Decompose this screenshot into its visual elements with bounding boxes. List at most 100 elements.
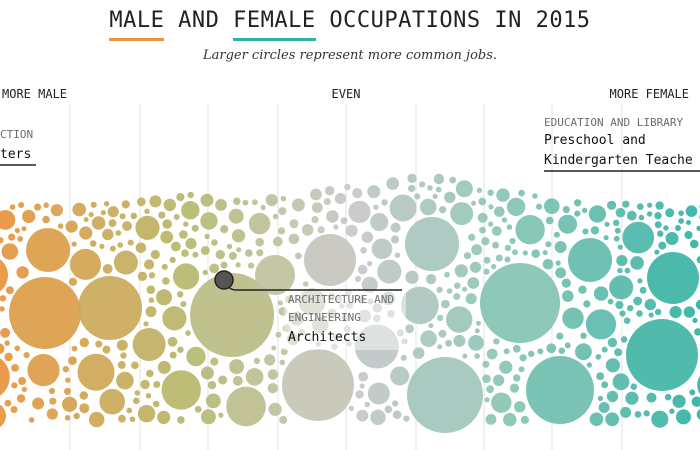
occupation-bubble[interactable] xyxy=(79,403,90,414)
occupation-bubble[interactable] xyxy=(177,291,184,298)
occupation-bubble[interactable] xyxy=(568,238,612,282)
occupation-bubble[interactable] xyxy=(585,309,617,340)
occupation-bubble[interactable] xyxy=(612,373,630,391)
occupation-bubble[interactable] xyxy=(152,400,160,408)
occupation-bubble[interactable] xyxy=(381,199,388,206)
occupation-bubble[interactable] xyxy=(115,230,122,236)
occupation-bubble[interactable] xyxy=(204,233,210,240)
occupation-bubble[interactable] xyxy=(420,330,437,348)
occupation-bubble[interactable] xyxy=(405,270,419,284)
occupation-bubble[interactable] xyxy=(476,320,481,326)
occupation-bubble[interactable] xyxy=(21,226,27,232)
occupation-bubble[interactable] xyxy=(589,412,604,427)
occupation-bubble[interactable] xyxy=(236,247,242,253)
occupation-bubble[interactable] xyxy=(586,362,593,368)
occupation-bubble[interactable] xyxy=(480,263,560,343)
occupation-bubble[interactable] xyxy=(173,263,200,290)
occupation-bubble[interactable] xyxy=(310,188,322,201)
occupation-bubble[interactable] xyxy=(613,235,620,242)
occupation-bubble[interactable] xyxy=(446,288,453,294)
occupation-bubble[interactable] xyxy=(14,345,21,352)
occupation-bubble[interactable] xyxy=(387,310,395,318)
occupation-bubble[interactable] xyxy=(176,193,185,202)
occupation-bubble[interactable] xyxy=(623,317,631,325)
occupation-bubble[interactable] xyxy=(278,307,288,316)
occupation-bubble[interactable] xyxy=(116,339,128,351)
occupation-bubble[interactable] xyxy=(391,235,399,244)
occupation-bubble[interactable] xyxy=(453,334,466,347)
occupation-bubble[interactable] xyxy=(622,200,630,208)
occupation-bubble[interactable] xyxy=(71,345,78,352)
occupation-bubble[interactable] xyxy=(272,236,283,247)
occupation-bubble[interactable] xyxy=(496,188,510,202)
occupation-bubble[interactable] xyxy=(327,308,337,319)
occupation-bubble[interactable] xyxy=(555,260,561,266)
occupation-bubble[interactable] xyxy=(488,204,494,210)
occupation-bubble[interactable] xyxy=(192,251,199,258)
occupation-bubble[interactable] xyxy=(215,249,225,260)
occupation-bubble[interactable] xyxy=(454,264,468,278)
occupation-bubble[interactable] xyxy=(478,197,487,206)
occupation-bubble[interactable] xyxy=(280,195,287,202)
occupation-bubble[interactable] xyxy=(471,200,477,206)
occupation-bubble[interactable] xyxy=(685,205,698,217)
occupation-bubble[interactable] xyxy=(646,211,653,217)
occupation-bubble[interactable] xyxy=(432,193,438,199)
occupation-bubble[interactable] xyxy=(233,197,241,205)
occupation-bubble[interactable] xyxy=(367,261,373,267)
occupation-bubble[interactable] xyxy=(439,206,447,214)
occupation-bubble[interactable] xyxy=(574,210,581,217)
occupation-bubble[interactable] xyxy=(396,329,404,337)
occupation-bubble[interactable] xyxy=(72,202,86,217)
occupation-bubble[interactable] xyxy=(71,241,77,247)
occupation-bubble[interactable] xyxy=(359,383,365,389)
occupation-bubble[interactable] xyxy=(157,410,171,424)
occupation-bubble[interactable] xyxy=(79,226,93,240)
occupation-bubble[interactable] xyxy=(407,173,417,183)
occupation-bubble[interactable] xyxy=(291,198,305,212)
occupation-bubble[interactable] xyxy=(126,407,133,414)
occupation-bubble[interactable] xyxy=(339,303,345,309)
occupation-bubble[interactable] xyxy=(678,210,684,216)
occupation-bubble[interactable] xyxy=(412,347,425,359)
occupation-bubble[interactable] xyxy=(148,272,156,279)
occupation-bubble[interactable] xyxy=(248,212,271,235)
occupation-bubble[interactable] xyxy=(401,338,408,345)
occupation-bubble[interactable] xyxy=(678,218,684,224)
occupation-bubble[interactable] xyxy=(352,188,363,199)
occupation-bubble[interactable] xyxy=(691,396,700,407)
occupation-bubble[interactable] xyxy=(646,392,657,403)
occupation-bubble[interactable] xyxy=(332,334,339,340)
occupation-bubble[interactable] xyxy=(426,274,437,285)
occupation-bubble[interactable] xyxy=(119,213,126,220)
occupation-bubble[interactable] xyxy=(588,205,607,223)
occupation-bubble[interactable] xyxy=(468,335,484,351)
occupation-bubble[interactable] xyxy=(26,228,70,272)
occupation-bubble[interactable] xyxy=(601,346,608,353)
occupation-bubble[interactable] xyxy=(509,383,520,393)
occupation-bubble[interactable] xyxy=(697,368,700,402)
occupation-bubble[interactable] xyxy=(0,210,16,230)
occupation-bubble[interactable] xyxy=(218,412,224,418)
occupation-bubble[interactable] xyxy=(277,227,286,235)
occupation-bubble[interactable] xyxy=(185,330,191,336)
occupation-bubble[interactable] xyxy=(392,400,399,407)
occupation-bubble[interactable] xyxy=(361,231,374,243)
occupation-bubble[interactable] xyxy=(342,313,349,321)
occupation-bubble[interactable] xyxy=(226,243,233,250)
occupation-bubble[interactable] xyxy=(229,359,245,375)
occupation-bubble[interactable] xyxy=(100,210,106,216)
occupation-bubble[interactable] xyxy=(0,255,8,296)
occupation-bubble[interactable] xyxy=(630,383,638,391)
occupation-bubble[interactable] xyxy=(279,359,286,366)
occupation-bubble[interactable] xyxy=(231,229,246,243)
occupation-bubble[interactable] xyxy=(4,352,13,362)
occupation-bubble[interactable] xyxy=(482,360,490,368)
occupation-bubble[interactable] xyxy=(288,233,300,245)
occupation-bubble[interactable] xyxy=(107,206,119,218)
occupation-bubble[interactable] xyxy=(580,332,587,339)
occupation-bubble[interactable] xyxy=(173,214,180,220)
occupation-bubble[interactable] xyxy=(582,228,589,235)
occupation-bubble[interactable] xyxy=(419,198,437,216)
occupation-bubble[interactable] xyxy=(265,194,278,207)
